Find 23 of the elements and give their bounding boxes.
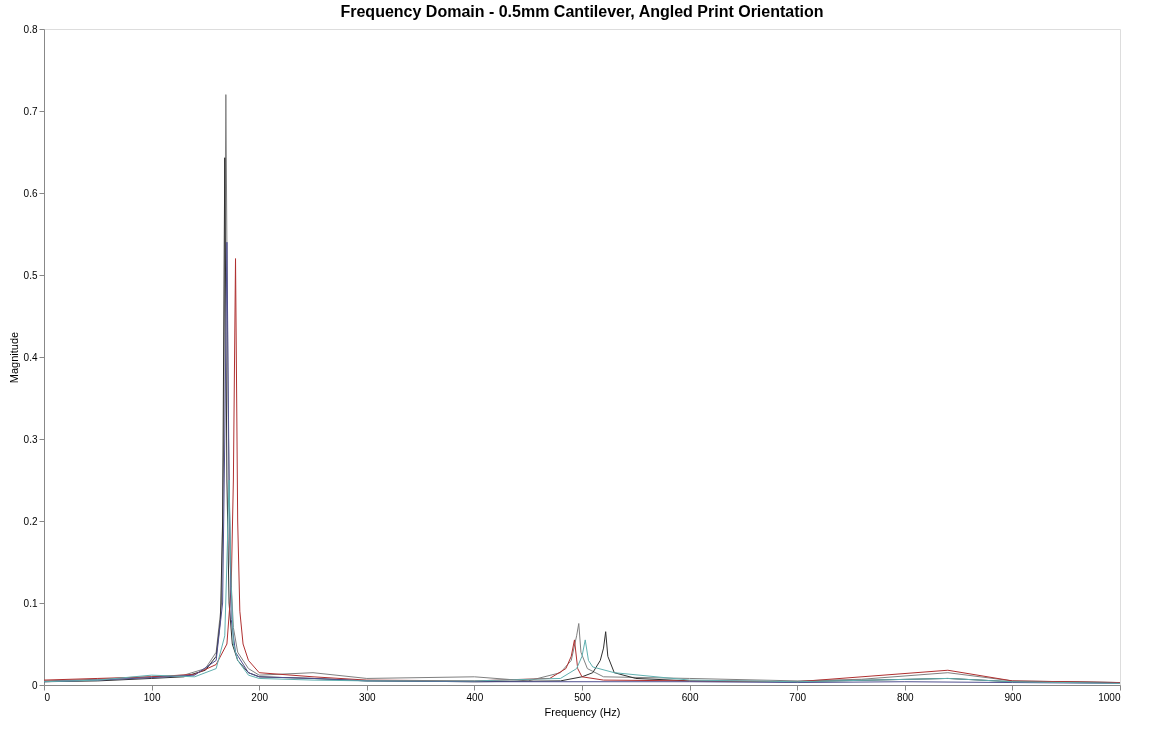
- x-tick-label: 500: [574, 691, 592, 703]
- chart-title: Frequency Domain - 0.5mm Cantilever, Angled Print Orientation: [340, 3, 824, 20]
- x-tick-label: 700: [789, 691, 807, 703]
- x-tick-label: 300: [358, 691, 377, 703]
- x-axis-title: Frequency (Hz): [544, 705, 621, 718]
- y-tick-label: 0.8: [23, 23, 38, 35]
- y-tick-label: 0.2: [23, 515, 38, 527]
- x-tick-label: 200: [251, 691, 269, 703]
- y-tick-label: 0.4: [23, 351, 38, 363]
- y-tick-label: 0.7: [23, 105, 38, 117]
- x-tick-label: 900: [1004, 691, 1022, 703]
- x-tick-label: 100: [143, 691, 161, 703]
- x-tick-label: 800: [896, 691, 915, 703]
- y-tick-label: 0: [31, 679, 38, 691]
- y-axis-title: Magnitude: [7, 331, 20, 384]
- x-tick-label: 600: [681, 691, 699, 703]
- y-tick-label: 0.1: [23, 597, 38, 609]
- x-tick-label: 400: [466, 691, 484, 703]
- y-tick-label: 0.5: [23, 269, 38, 281]
- x-tick-label: 0: [44, 691, 51, 703]
- y-tick-label: 0.3: [23, 433, 38, 445]
- y-tick-label: 0.6: [23, 187, 38, 199]
- x-tick-label: 1000: [1098, 691, 1121, 703]
